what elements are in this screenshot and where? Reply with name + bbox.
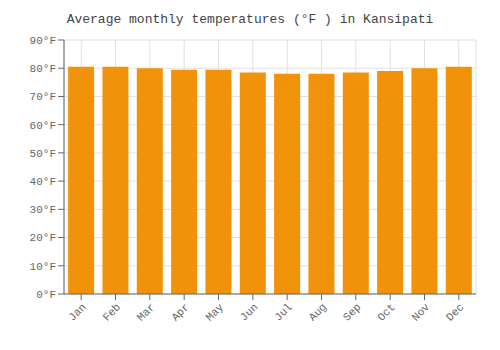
svg-text:10°F: 10°F	[30, 261, 56, 273]
svg-text:Feb: Feb	[101, 301, 123, 323]
svg-text:20°F: 20°F	[30, 232, 56, 244]
svg-text:Oct: Oct	[375, 301, 397, 323]
svg-text:60°F: 60°F	[30, 120, 56, 132]
svg-text:Sep: Sep	[341, 301, 363, 323]
svg-text:Jul: Jul	[272, 301, 294, 323]
svg-text:Jan: Jan	[66, 301, 88, 323]
svg-text:50°F: 50°F	[30, 148, 56, 160]
svg-text:80°F: 80°F	[30, 63, 56, 75]
svg-text:70°F: 70°F	[30, 91, 56, 103]
svg-text:Aug: Aug	[307, 301, 329, 323]
svg-text:Nov: Nov	[410, 301, 433, 324]
svg-text:Jun: Jun	[238, 301, 260, 323]
html-text:Average monthly temperatures (: Average monthly temperatures (°F ) in Ka…	[66, 12, 434, 27]
svg-text:Apr: Apr	[169, 301, 191, 323]
svg-text:Dec: Dec	[444, 301, 466, 323]
svg-text:Mar: Mar	[135, 301, 157, 323]
svg-text:May: May	[204, 301, 227, 324]
svg-text:0°F: 0°F	[36, 289, 56, 301]
svg-text:30°F: 30°F	[30, 204, 56, 216]
svg-text:90°F: 90°F	[30, 35, 56, 47]
svg-text:40°F: 40°F	[30, 176, 56, 188]
